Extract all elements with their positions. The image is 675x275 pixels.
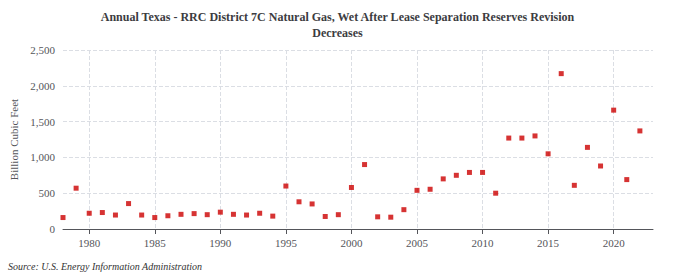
svg-text:0: 0	[50, 223, 56, 235]
svg-text:Decreases: Decreases	[312, 26, 363, 40]
svg-text:1,500: 1,500	[30, 116, 55, 128]
svg-text:Billion Cubic Feet: Billion Cubic Feet	[8, 99, 20, 180]
svg-text:500: 500	[39, 187, 56, 199]
svg-text:Annual Texas - RRC District 7C: Annual Texas - RRC District 7C Natural G…	[101, 10, 575, 24]
svg-text:2015: 2015	[537, 237, 560, 249]
svg-text:2005: 2005	[406, 237, 429, 249]
svg-text:1995: 1995	[275, 237, 298, 249]
svg-text:1990: 1990	[209, 237, 232, 249]
svg-text:1,000: 1,000	[30, 151, 55, 163]
svg-text:1980: 1980	[78, 237, 101, 249]
svg-text:2020: 2020	[603, 237, 626, 249]
svg-text:2,500: 2,500	[30, 44, 55, 56]
svg-text:2010: 2010	[472, 237, 495, 249]
svg-text:1985: 1985	[144, 237, 167, 249]
svg-text:2000: 2000	[340, 237, 363, 249]
svg-text:Source: U.S. Energy Informatio: Source: U.S. Energy Information Administ…	[8, 261, 202, 272]
svg-text:2,000: 2,000	[30, 80, 55, 92]
